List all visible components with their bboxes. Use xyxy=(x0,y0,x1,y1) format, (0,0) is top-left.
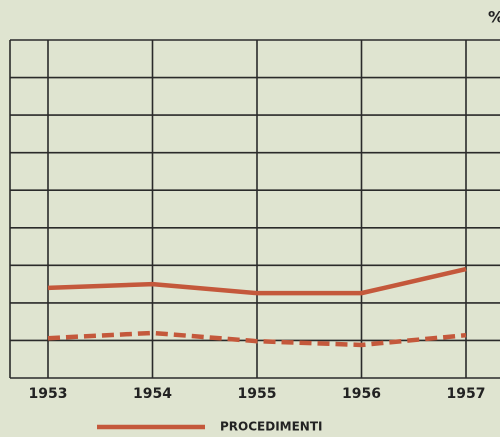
x-tick-label: 1955 xyxy=(238,386,277,402)
y-unit-label: % xyxy=(488,8,500,27)
x-tick-label: 1957 xyxy=(447,386,486,402)
x-tick-label: 1954 xyxy=(133,386,172,402)
series-line xyxy=(47,266,467,296)
series-line xyxy=(47,330,467,348)
legend-label: PROCEDIMENTI xyxy=(220,420,323,434)
x-tick-label: 1956 xyxy=(342,386,381,402)
x-tick-label: 1953 xyxy=(29,386,68,402)
